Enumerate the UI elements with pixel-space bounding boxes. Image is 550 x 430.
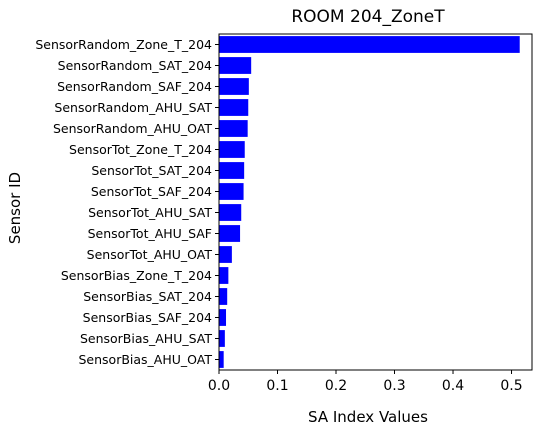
y-tick-label: SensorTot_Zone_T_204 — [69, 142, 212, 157]
x-tick-label: 0.2 — [325, 378, 347, 394]
y-tick-label: SensorBias_SAT_204 — [83, 289, 212, 304]
bar-SensorRandom_Zone_T_204 — [219, 36, 520, 53]
plot-frame — [218, 33, 533, 371]
bars-group — [219, 36, 520, 368]
y-tick-label: SensorRandom_AHU_SAT — [54, 100, 212, 115]
x-tick-label: 0.3 — [383, 378, 405, 394]
bar-SensorBias_AHU_OAT — [219, 351, 224, 368]
y-tick-label: SensorTot_AHU_SAT — [88, 205, 212, 220]
bar-SensorTot_AHU_SAF — [219, 225, 241, 242]
bar-SensorTot_AHU_OAT — [219, 246, 232, 263]
bar-SensorTot_SAT_204 — [219, 162, 245, 179]
bar-SensorRandom_SAF_204 — [219, 78, 249, 95]
bar-SensorTot_AHU_SAT — [219, 204, 242, 221]
y-tick-label: SensorTot_SAT_204 — [91, 163, 212, 178]
x-axis-ticks: 0.0 0.1 0.2 0.3 0.4 0.5 — [208, 370, 523, 394]
x-axis-label: SA Index Values — [308, 408, 428, 426]
bar-SensorBias_Zone_T_204 — [219, 267, 229, 284]
y-tick-label: SensorTot_AHU_SAF — [88, 226, 212, 241]
y-tick-label: SensorBias_SAF_204 — [83, 310, 212, 325]
y-tick-label: SensorRandom_SAF_204 — [57, 79, 212, 94]
y-tick-label: SensorRandom_SAT_204 — [58, 58, 212, 73]
bar-SensorBias_AHU_SAT — [219, 330, 225, 347]
bar-SensorRandom_AHU_SAT — [219, 99, 249, 116]
bar-SensorBias_SAF_204 — [219, 309, 227, 326]
x-tick-label: 0.5 — [500, 378, 522, 394]
y-tick-label: SensorBias_AHU_OAT — [78, 352, 212, 367]
y-axis-label: Sensor ID — [6, 172, 24, 244]
y-tick-label: SensorTot_SAF_204 — [91, 184, 212, 199]
bar-SensorRandom_SAT_204 — [219, 57, 252, 74]
y-tick-label: SensorRandom_Zone_T_204 — [35, 37, 212, 52]
chart-title: ROOM 204_ZoneT — [291, 7, 445, 27]
x-tick-label: 0.1 — [266, 378, 288, 394]
bar-SensorTot_Zone_T_204 — [219, 141, 245, 158]
y-tick-label: SensorTot_AHU_OAT — [87, 247, 213, 262]
x-tick-label: 0.4 — [442, 378, 464, 394]
bar-SensorRandom_AHU_OAT — [219, 120, 248, 137]
bar-SensorTot_SAF_204 — [219, 183, 244, 200]
y-tick-label: SensorRandom_AHU_OAT — [53, 121, 212, 136]
y-axis-ticks: SensorRandom_Zone_T_204 SensorRandom_SAT_… — [35, 37, 219, 367]
y-tick-label: SensorBias_AHU_SAT — [80, 331, 212, 346]
y-tick-label: SensorBias_Zone_T_204 — [61, 268, 212, 283]
bar-SensorBias_SAT_204 — [219, 288, 228, 305]
x-tick-label: 0.0 — [208, 378, 230, 394]
